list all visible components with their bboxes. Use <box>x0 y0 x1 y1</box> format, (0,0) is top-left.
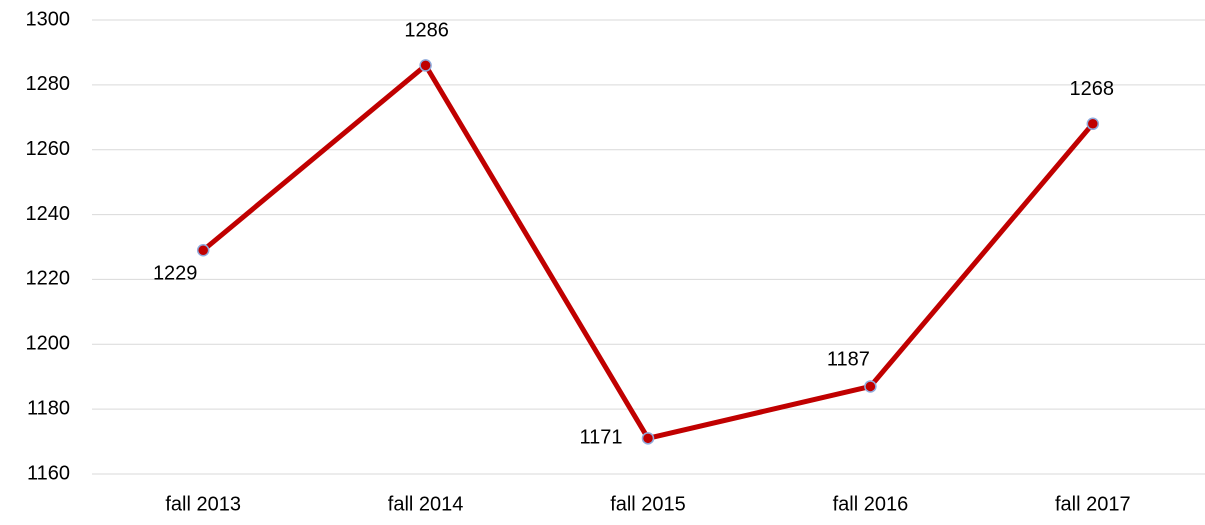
marker <box>641 432 655 445</box>
y-tick-label: 1180 <box>27 397 70 419</box>
x-tick-label: fall 2016 <box>833 493 909 515</box>
y-tick-label: 1300 <box>26 8 71 30</box>
line <box>201 62 1095 441</box>
marker <box>864 380 877 393</box>
x-tick-label: fall 2017 <box>1055 493 1131 515</box>
marker <box>419 59 432 72</box>
y-tick-label: 1260 <box>26 138 71 160</box>
data-label: 1187 <box>827 349 870 371</box>
y-tick-label: 1240 <box>26 203 71 225</box>
y-tick-label: 1200 <box>26 333 71 355</box>
data-label: 1268 <box>1070 78 1115 100</box>
y-tick-label: 1280 <box>26 73 71 95</box>
marker <box>196 243 210 257</box>
y-tick-label: 1220 <box>26 268 71 290</box>
data-label: 1286 <box>404 20 449 42</box>
y-tick-label: 1160 <box>27 462 70 484</box>
x-tick-label: fall 2013 <box>165 493 241 515</box>
x-tick-label: fall 2014 <box>388 493 464 515</box>
marker <box>1086 117 1100 131</box>
data-label: 1229 <box>153 263 198 285</box>
data-label: 1171 <box>579 427 622 449</box>
x-tick-label: fall 2015 <box>610 493 686 515</box>
